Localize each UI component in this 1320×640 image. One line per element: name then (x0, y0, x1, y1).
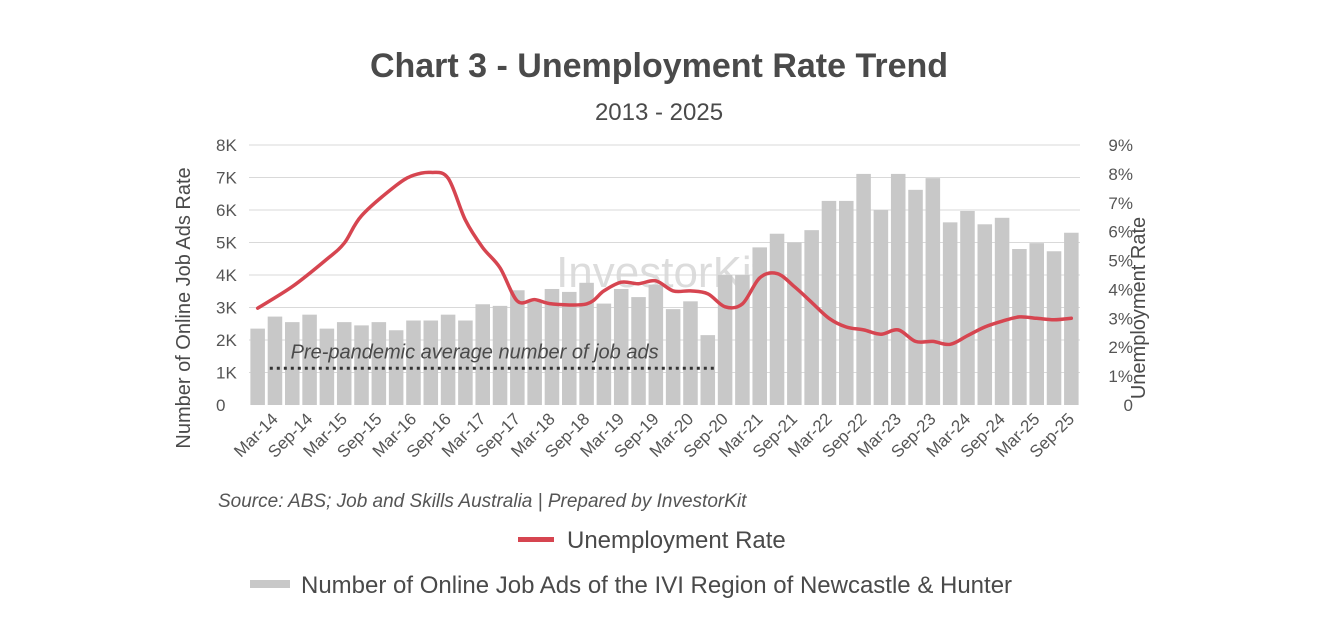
legend-line-swatch (518, 537, 554, 542)
right-tick-label: 8% (1108, 165, 1133, 184)
right-tick-label: 3% (1108, 309, 1133, 328)
job-ads-bar (769, 233, 785, 405)
left-tick-label: 0 (216, 396, 225, 415)
legend-bar-label: Number of Online Job Ads of the IVI Regi… (301, 572, 1012, 599)
job-ads-bar (908, 189, 923, 405)
job-ads-bar (977, 224, 993, 405)
job-ads-bars (250, 173, 1079, 406)
job-ads-bar (440, 314, 456, 405)
job-ads-bar (510, 290, 525, 405)
job-ads-bar (631, 297, 646, 405)
job-ads-bar (717, 275, 733, 405)
legend: Unemployment Rate Number of Online Job A… (250, 527, 1012, 599)
right-tick-label: 4% (1108, 280, 1133, 299)
right-tick-label: 2% (1108, 338, 1133, 357)
chart-subtitle: 2013 - 2025 (595, 99, 723, 126)
job-ads-bar (596, 303, 612, 405)
right-axis-ticks: 0 1% 2% 3% 4% 5% 6% 7% 8% 9% (1108, 136, 1133, 415)
left-tick-label: 3K (216, 299, 237, 318)
job-ads-bar (683, 301, 698, 405)
job-ads-bar (821, 200, 837, 405)
chart-title: Chart 3 - Unemployment Rate Trend (370, 47, 948, 85)
left-tick-label: 2K (216, 331, 237, 350)
job-ads-bar (285, 322, 300, 406)
right-tick-label: 5% (1108, 252, 1133, 271)
job-ads-bar (1012, 249, 1027, 405)
job-ads-bar (1029, 243, 1044, 405)
gridlines (249, 144, 1080, 373)
job-ads-bar (787, 242, 802, 405)
job-ads-bar (354, 325, 369, 406)
job-ads-bar (839, 200, 854, 405)
job-ads-bar (613, 288, 629, 405)
left-axis-ticks: 0 1K 2K 3K 4K 5K 6K 7K 8K (216, 136, 237, 415)
right-tick-label: 9% (1108, 136, 1133, 155)
source-note: Source: ABS; Job and Skills Australia | … (218, 491, 747, 512)
job-ads-bar (371, 322, 387, 406)
left-tick-label: 4K (216, 266, 237, 285)
right-tick-label: 7% (1108, 194, 1133, 213)
job-ads-bar (752, 247, 767, 406)
legend-line-label: Unemployment Rate (567, 527, 786, 554)
left-tick-label: 7K (216, 169, 237, 188)
job-ads-bar (1046, 251, 1062, 405)
job-ads-bar (475, 304, 490, 405)
left-tick-label: 6K (216, 201, 237, 220)
job-ads-bar (406, 320, 421, 405)
left-axis-title: Number of Online Job Ads Rate (173, 167, 195, 448)
right-tick-label: 6% (1108, 223, 1133, 242)
job-ads-bar (579, 282, 594, 405)
pre-pandemic-annotation: Pre-pandemic average number of job ads (291, 341, 659, 363)
job-ads-bar (873, 210, 889, 405)
job-ads-bar (942, 222, 958, 405)
job-ads-bar (336, 322, 352, 406)
job-ads-bar (458, 320, 473, 405)
unemployment-rate-line (255, 170, 1074, 347)
left-tick-label: 1K (216, 364, 237, 383)
job-ads-bar (804, 230, 819, 405)
job-ads-bar (302, 314, 317, 405)
job-ads-bar (648, 284, 664, 405)
job-ads-bar (960, 210, 975, 405)
job-ads-bar (665, 309, 681, 406)
right-tick-label: 1% (1108, 367, 1133, 386)
job-ads-bar (267, 316, 283, 405)
job-ads-bar (423, 320, 439, 405)
job-ads-bar (562, 291, 577, 405)
job-ads-bar (700, 335, 716, 406)
left-tick-label: 5K (216, 234, 237, 253)
x-axis-ticks: Mar-14Sep-14Mar-15Sep-15Mar-16Sep-16Mar-… (230, 409, 1078, 461)
job-ads-bar (994, 217, 1010, 405)
right-tick-label: 0 (1124, 396, 1133, 415)
job-ads-bar (527, 301, 542, 405)
job-ads-bar (856, 173, 871, 405)
left-tick-label: 8K (216, 136, 237, 155)
job-ads-bar (925, 178, 941, 405)
job-ads-bar (250, 328, 265, 406)
legend-bar-swatch (250, 580, 290, 588)
job-ads-bar (544, 288, 560, 405)
job-ads-bar (890, 173, 906, 405)
right-axis-title: Unemployment Rate (1128, 217, 1150, 399)
job-ads-bar (492, 305, 508, 406)
